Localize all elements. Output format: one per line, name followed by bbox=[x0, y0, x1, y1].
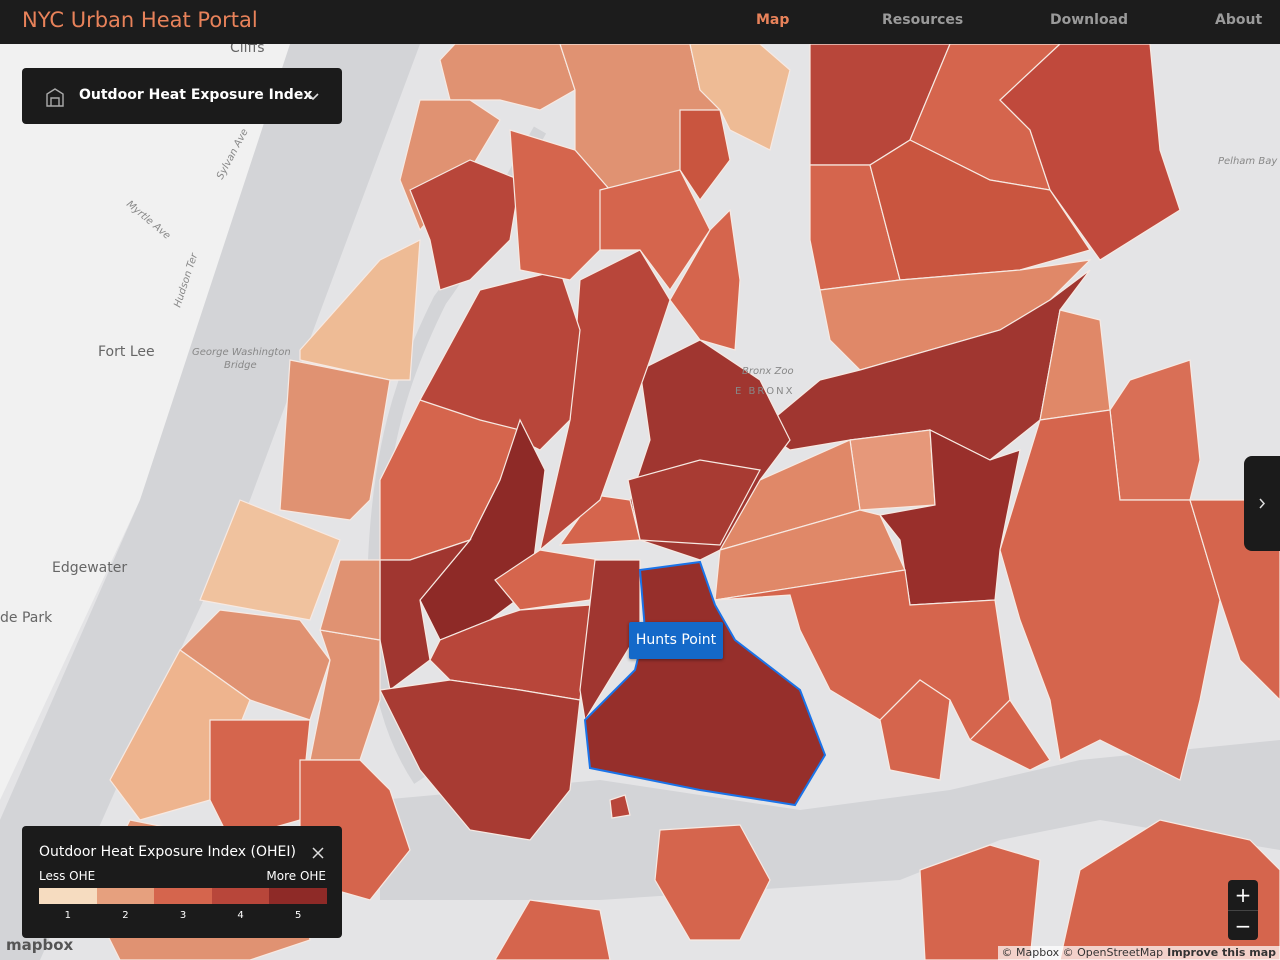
legend-swatch bbox=[269, 888, 327, 904]
district[interactable] bbox=[539, 249, 671, 552]
map[interactable]: Cliffs Fort Lee George Washington Bridge… bbox=[0, 44, 1280, 960]
place-label: de Park bbox=[0, 610, 53, 626]
district[interactable] bbox=[1059, 819, 1280, 960]
district[interactable] bbox=[209, 719, 311, 841]
district[interactable] bbox=[579, 559, 641, 722]
side-panel-toggle[interactable] bbox=[1244, 456, 1280, 551]
legend-swatch bbox=[154, 888, 212, 904]
water bbox=[380, 740, 1280, 900]
legend-swatch bbox=[211, 888, 270, 904]
district[interactable] bbox=[968, 699, 1051, 771]
credits[interactable]: © Mapbox © OpenStreetMap bbox=[1001, 946, 1164, 959]
legend-class-label: 1 bbox=[64, 910, 71, 921]
district[interactable] bbox=[679, 109, 731, 202]
district[interactable] bbox=[669, 208, 741, 351]
improve-link[interactable]: Improve this map bbox=[1167, 946, 1276, 959]
district[interactable] bbox=[494, 899, 611, 960]
district[interactable] bbox=[279, 359, 391, 521]
legend-swatch bbox=[96, 888, 155, 904]
app-title[interactable]: NYC Urban Heat Portal bbox=[22, 8, 258, 32]
chevron bbox=[307, 93, 319, 101]
district[interactable] bbox=[689, 44, 791, 151]
land bbox=[0, 44, 300, 800]
mapbox-logo[interactable]: mapbox bbox=[6, 936, 74, 954]
district[interactable] bbox=[319, 559, 381, 641]
zoom-control: + − bbox=[1228, 880, 1258, 940]
place-label: E BRONX bbox=[735, 386, 795, 397]
layer-label: Outdoor Heat Exposure Index bbox=[79, 87, 313, 103]
close-button[interactable] bbox=[311, 846, 325, 860]
nav-link[interactable]: Download bbox=[1050, 12, 1129, 28]
legend-scale: 1 2 3 4 5 bbox=[39, 888, 327, 928]
place-label: Fort Lee bbox=[98, 344, 155, 360]
place-label: Bridge bbox=[224, 360, 257, 371]
district[interactable] bbox=[654, 824, 771, 941]
district[interactable] bbox=[558, 494, 641, 546]
zoom-in[interactable]: + bbox=[1234, 883, 1252, 907]
nav-link[interactable]: Map bbox=[756, 12, 790, 28]
place-label: George Washington bbox=[192, 347, 291, 358]
district[interactable] bbox=[999, 44, 1181, 261]
nav-link[interactable]: Resources bbox=[882, 12, 964, 28]
place-label: Pelham Bay bbox=[1218, 156, 1278, 167]
district[interactable] bbox=[379, 538, 472, 692]
layer-selector[interactable]: Outdoor Heat Exposure Index bbox=[22, 68, 342, 124]
district[interactable] bbox=[379, 679, 581, 841]
legend-class-label: 4 bbox=[237, 910, 244, 921]
attribution: © Mapbox © OpenStreetMap Improve this map bbox=[997, 946, 1280, 960]
legend-class-label: 3 bbox=[179, 910, 187, 921]
place-label: Bronx Zoo bbox=[742, 366, 794, 377]
chevron bbox=[1259, 498, 1266, 509]
legend-title: Outdoor Heat Exposure Index (OHEI) bbox=[39, 844, 296, 860]
district[interactable] bbox=[919, 844, 1041, 960]
tooltip: Hunts Point bbox=[629, 622, 723, 659]
legend-high: More OHE bbox=[266, 869, 326, 883]
water bbox=[0, 44, 420, 960]
nav-link[interactable]: About bbox=[1215, 12, 1263, 28]
district[interactable] bbox=[879, 679, 951, 781]
layer-icon bbox=[46, 88, 64, 107]
district[interactable] bbox=[509, 129, 611, 281]
legend-swatch bbox=[39, 888, 97, 904]
district[interactable] bbox=[609, 794, 631, 819]
legend-class-label: 2 bbox=[122, 910, 129, 921]
top-bar: NYC Urban Heat Portal Map Resources Down… bbox=[0, 0, 1280, 44]
district[interactable] bbox=[299, 238, 421, 381]
legend-class-label: 5 bbox=[295, 910, 302, 921]
district[interactable] bbox=[1109, 359, 1201, 501]
district[interactable] bbox=[999, 409, 1221, 781]
district[interactable] bbox=[199, 499, 341, 621]
district[interactable] bbox=[409, 159, 521, 291]
place-label: Edgewater bbox=[52, 560, 127, 576]
legend: Outdoor Heat Exposure Index (OHEI) Less … bbox=[22, 826, 342, 938]
place-label: Cliffs bbox=[230, 44, 265, 56]
zoom-out[interactable]: − bbox=[1228, 910, 1258, 941]
legend-low: Less OHE bbox=[39, 869, 96, 883]
district[interactable] bbox=[849, 429, 936, 511]
